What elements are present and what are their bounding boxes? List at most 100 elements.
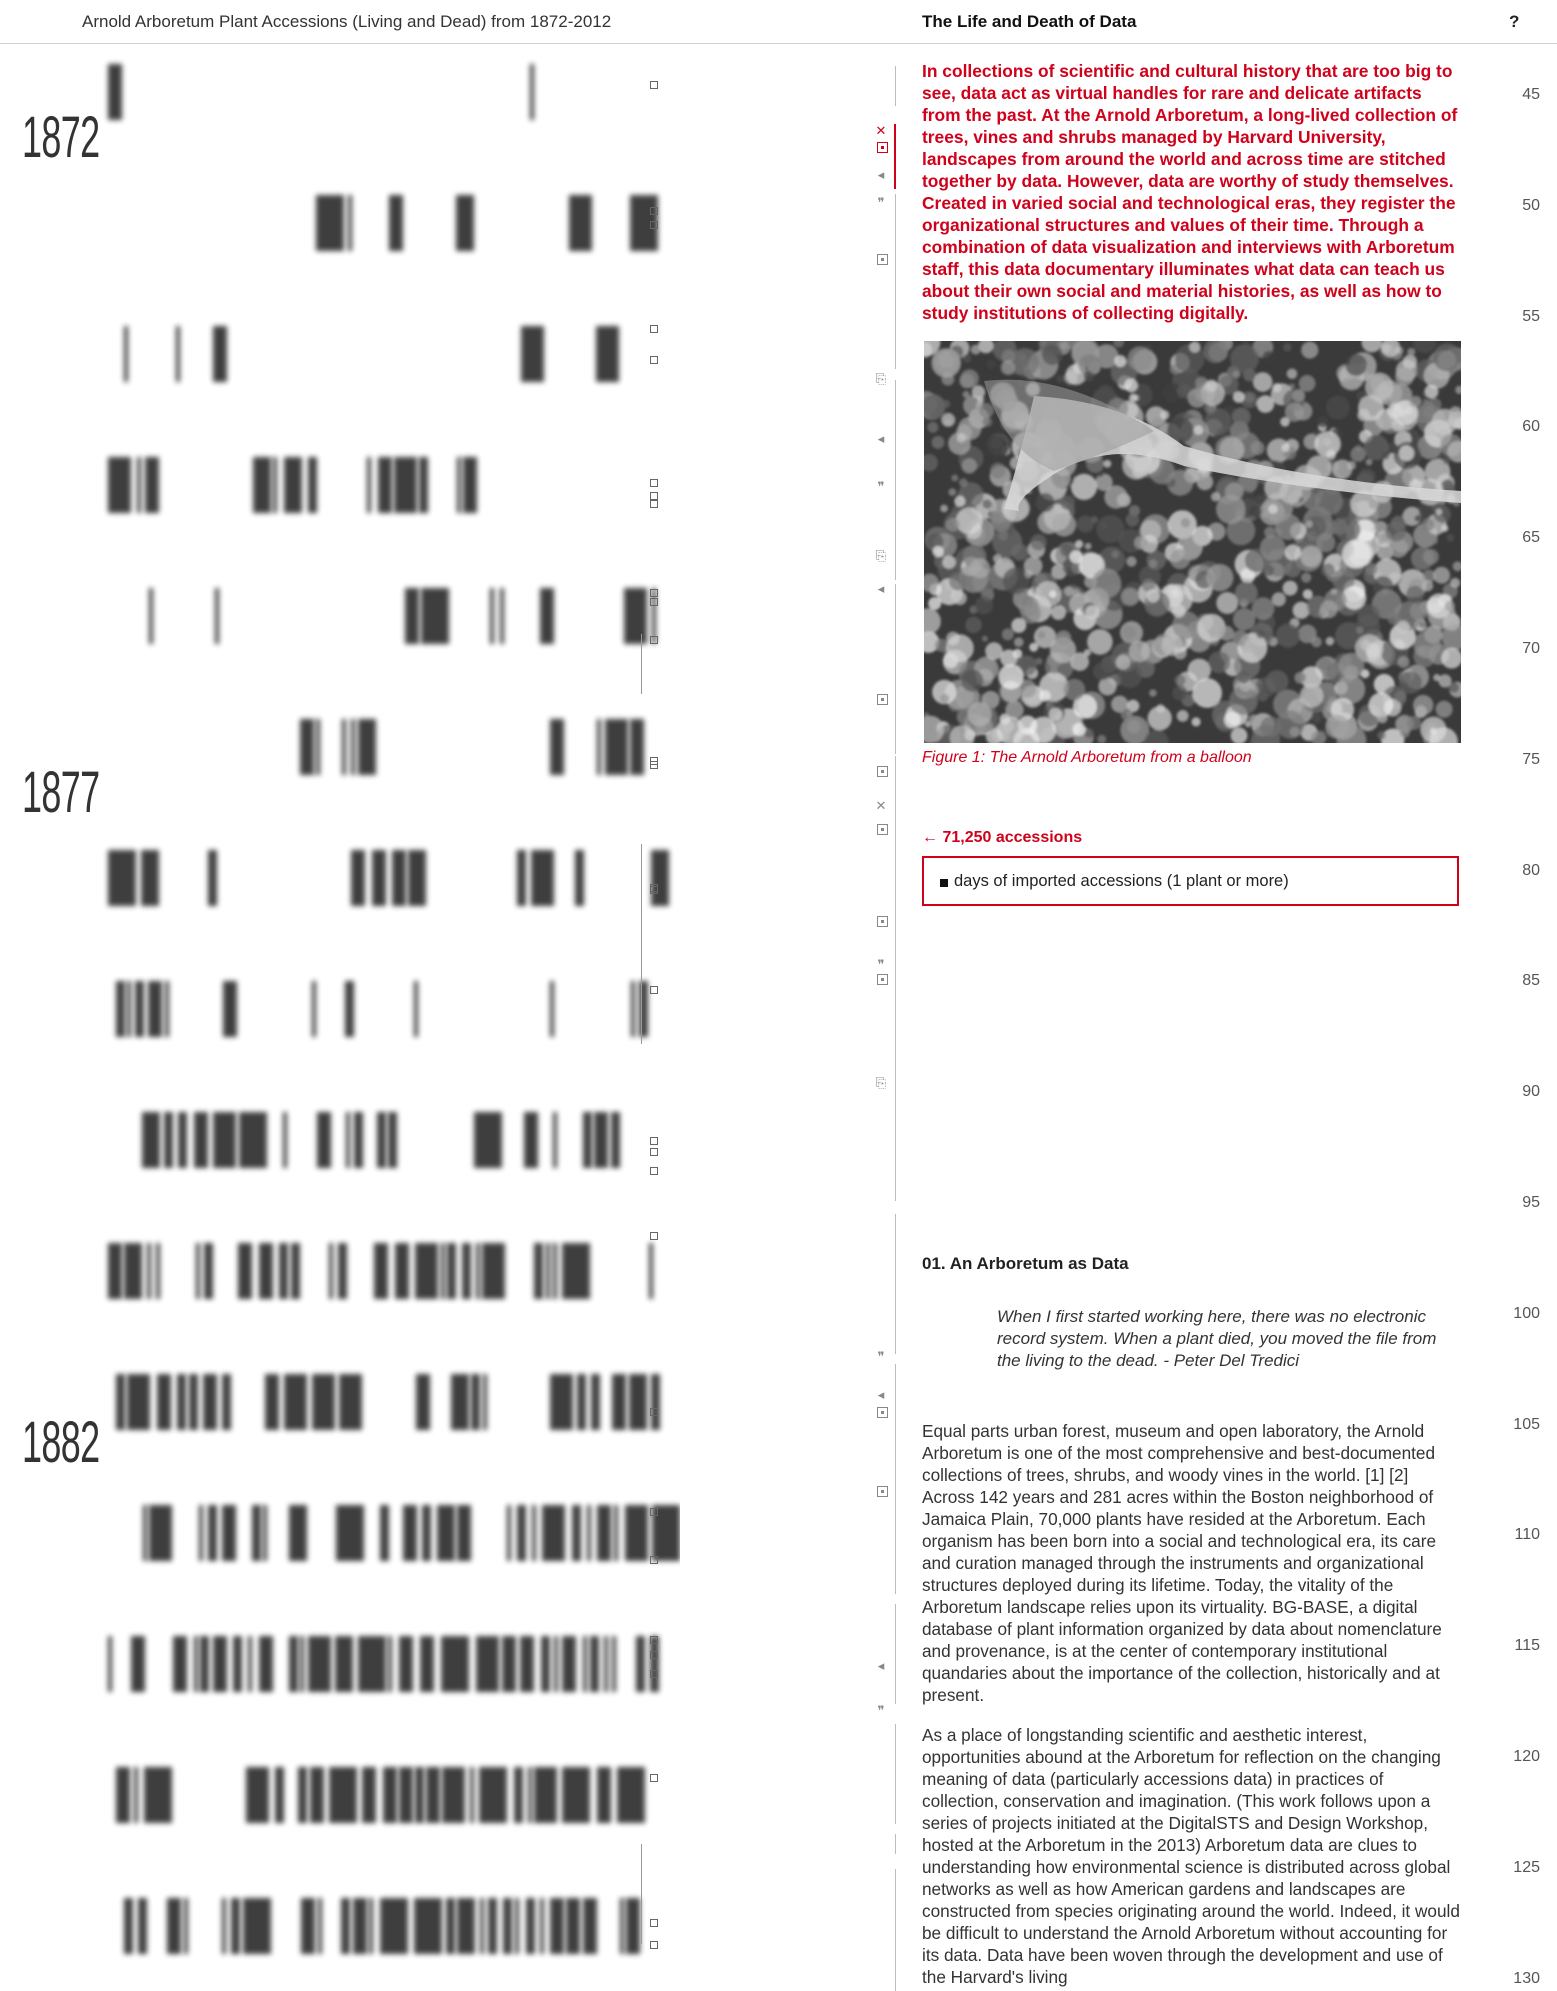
marker-square[interactable]	[650, 1670, 658, 1678]
accession-bar	[124, 1898, 133, 1954]
marker-square[interactable]	[650, 761, 658, 769]
canopy-texture	[1233, 608, 1256, 631]
canopy-texture	[1438, 674, 1452, 688]
document-title[interactable]: The Life and Death of Data	[922, 12, 1137, 31]
accession-bar	[388, 1636, 392, 1692]
quote-icon[interactable]: ❞	[877, 1349, 885, 1364]
close-icon[interactable]: ✕	[875, 798, 887, 813]
canopy-texture	[1035, 581, 1062, 608]
marker-square[interactable]	[650, 1137, 658, 1145]
caret-left-icon[interactable]: ◂	[877, 1658, 885, 1673]
accession-bar	[614, 1505, 618, 1561]
marker-square[interactable]	[650, 598, 658, 606]
expand-box-icon[interactable]	[877, 766, 888, 777]
annotation-icon[interactable]: ⎘	[875, 1075, 887, 1090]
canopy-texture	[1310, 730, 1326, 743]
marker-square[interactable]	[650, 1651, 658, 1659]
caret-left-icon[interactable]: ◂	[877, 581, 885, 596]
marker-square[interactable]	[650, 1508, 658, 1516]
marker-square[interactable]	[650, 81, 658, 89]
canopy-texture	[1017, 679, 1037, 698]
canopy-texture	[1096, 515, 1125, 544]
marker-square[interactable]	[650, 356, 658, 364]
marker-square[interactable]	[650, 1148, 658, 1156]
expand-box-icon[interactable]	[877, 1486, 888, 1497]
marker-square[interactable]	[650, 1408, 658, 1416]
canopy-texture	[990, 462, 1006, 479]
accession-bar	[414, 981, 418, 1037]
marker-square[interactable]	[650, 221, 658, 229]
canopy-texture	[960, 369, 979, 388]
marker-square[interactable]	[650, 1556, 658, 1564]
marker-square[interactable]	[650, 207, 658, 215]
accession-bar	[194, 1636, 198, 1692]
close-icon[interactable]: ✕	[875, 123, 887, 138]
marker-square[interactable]	[650, 986, 658, 994]
accession-bar	[612, 1374, 626, 1430]
marker-square[interactable]	[650, 479, 658, 487]
expand-box-icon[interactable]	[877, 254, 888, 265]
marker-square[interactable]	[650, 884, 658, 892]
caret-left-icon[interactable]: ◂	[877, 1387, 885, 1402]
canopy-texture	[989, 510, 1000, 521]
caret-left-icon[interactable]: ◂	[877, 167, 885, 182]
canopy-texture	[1103, 459, 1112, 468]
canopy-texture	[1321, 563, 1336, 578]
quote-icon[interactable]: ❞	[877, 195, 885, 210]
marker-square[interactable]	[650, 500, 658, 508]
marker-square[interactable]	[650, 1774, 658, 1782]
canopy-texture	[1104, 485, 1128, 509]
canopy-texture	[932, 679, 957, 705]
canopy-texture	[982, 499, 992, 509]
accession-bar	[476, 1243, 480, 1299]
canopy-texture	[1196, 473, 1214, 491]
canopy-texture	[1231, 407, 1251, 427]
canopy-texture	[1219, 625, 1235, 641]
marker-square[interactable]	[650, 1232, 658, 1240]
canopy-texture	[1049, 666, 1058, 674]
canopy-texture	[1037, 630, 1046, 639]
canopy-texture	[1429, 727, 1437, 735]
quote-icon[interactable]: ❞	[877, 479, 885, 494]
gutter-line-active	[894, 124, 896, 189]
expand-box-icon[interactable]	[877, 694, 888, 705]
annotation-icon[interactable]: ⎘	[875, 371, 887, 386]
canopy-texture	[1316, 533, 1336, 553]
help-button[interactable]: ?	[1509, 12, 1520, 31]
caret-left-icon[interactable]: ◂	[877, 431, 885, 446]
expand-box-icon[interactable]	[877, 824, 888, 835]
accession-bar	[403, 1505, 417, 1561]
expand-box-icon[interactable]	[877, 916, 888, 927]
canopy-texture	[1325, 636, 1335, 646]
accession-bar	[483, 1374, 487, 1430]
annotation-icon[interactable]: ⎘	[875, 548, 887, 563]
canopy-texture	[1338, 652, 1365, 679]
canopy-texture	[1134, 535, 1148, 550]
marker-square[interactable]	[650, 589, 658, 597]
canopy-texture	[1342, 585, 1367, 610]
canopy-texture	[1413, 341, 1437, 353]
marker-square[interactable]	[650, 636, 658, 644]
accession-bar	[550, 719, 564, 775]
quote-icon[interactable]: ❞	[877, 957, 885, 972]
marker-square[interactable]	[650, 1167, 658, 1175]
canopy-texture	[1355, 634, 1384, 663]
marker-square[interactable]	[650, 492, 658, 500]
accession-bar	[441, 1636, 469, 1692]
marker-square[interactable]	[650, 1941, 658, 1949]
marker-square[interactable]	[650, 1919, 658, 1927]
expand-box-icon[interactable]	[877, 974, 888, 985]
legend-box[interactable]: days of imported accessions (1 plant or …	[922, 856, 1459, 906]
expand-box-icon[interactable]	[877, 142, 888, 153]
marker-square[interactable]	[650, 325, 658, 333]
accessions-timeline[interactable]: 1872 1877 1882	[0, 44, 680, 1991]
quote-icon[interactable]: ❞	[877, 1703, 885, 1718]
accession-bar	[389, 195, 403, 251]
accession-bar	[575, 850, 584, 906]
canopy-texture	[1385, 520, 1407, 542]
accession-bar	[503, 1898, 512, 1954]
accession-bar	[470, 1767, 474, 1823]
line-number: 50	[1522, 196, 1540, 214]
expand-box-icon[interactable]	[877, 1407, 888, 1418]
marker-square[interactable]	[650, 1636, 658, 1644]
